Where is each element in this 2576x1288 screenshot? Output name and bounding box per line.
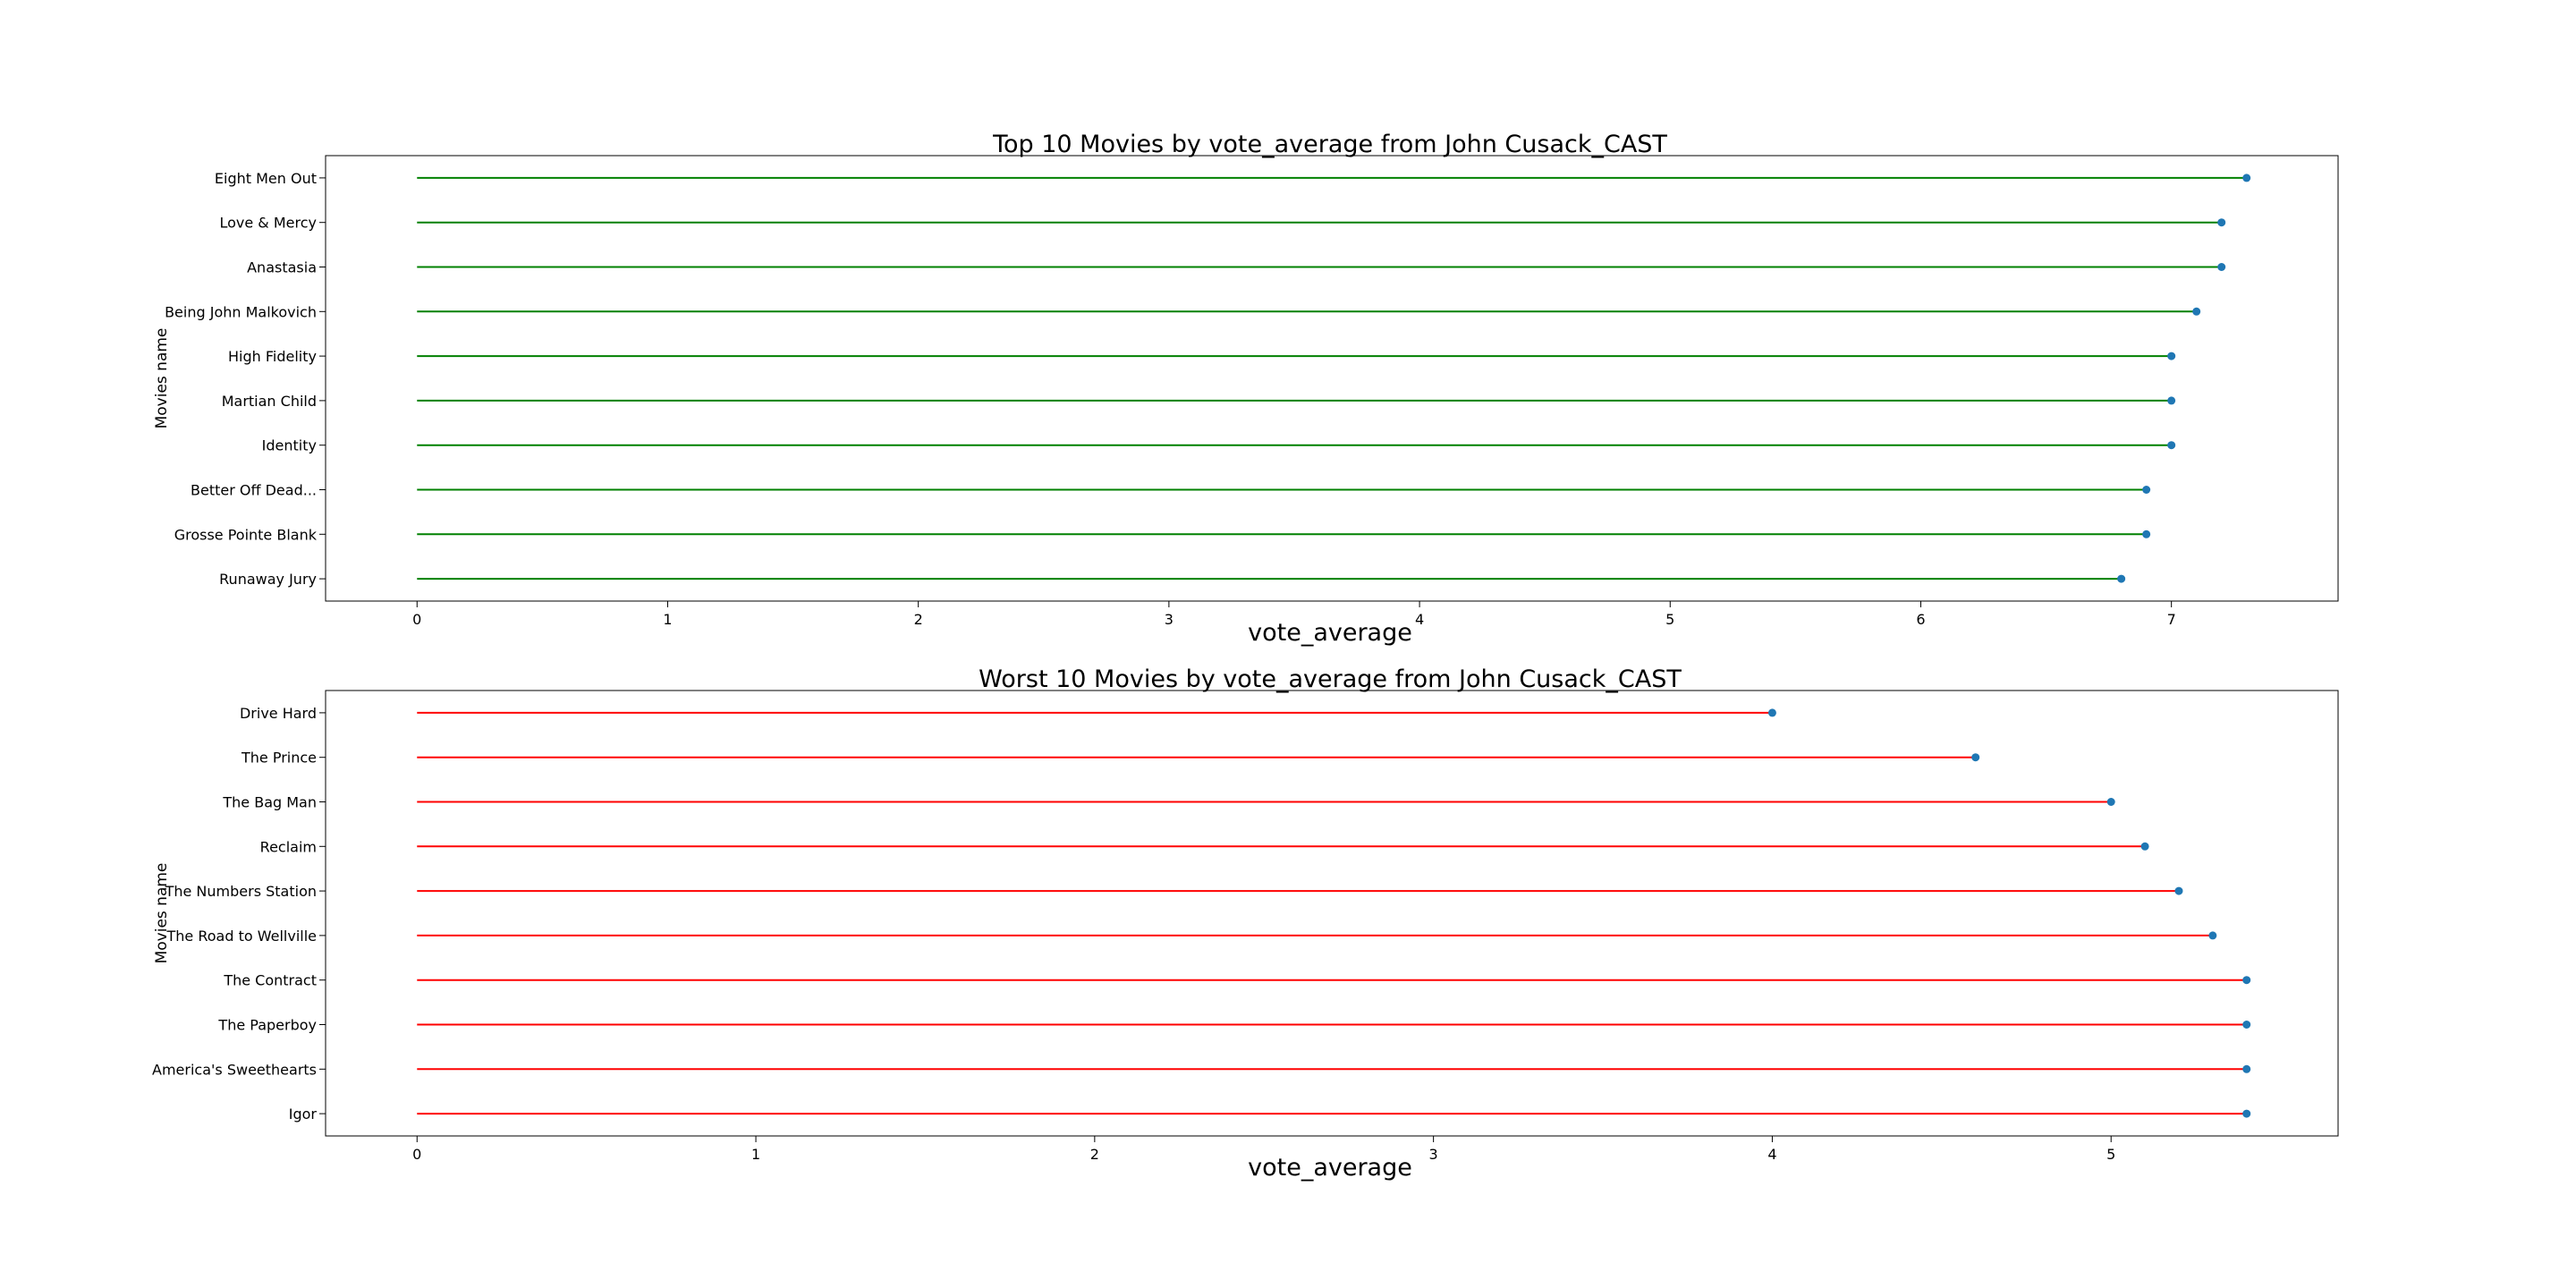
- top-chart-x-tick-label: 3: [1165, 611, 1174, 628]
- top-chart-point: [2217, 263, 2226, 271]
- bottom-chart-point: [2242, 976, 2251, 985]
- top-chart-point: [2192, 307, 2201, 316]
- top-chart-point: [2242, 174, 2251, 182]
- top-chart-x-ticks: 0 1 2 3 4 5 6 7: [412, 601, 2176, 628]
- top-chart-x-tick-label: 0: [412, 611, 421, 628]
- bottom-chart-x-tick-label: 4: [1767, 1146, 1776, 1163]
- bottom-chart-point: [2242, 1021, 2251, 1029]
- top-chart-point: [2167, 396, 2176, 405]
- top-chart-title: Top 10 Movies by vote_average from John …: [992, 131, 1667, 158]
- bottom-chart-y-axis-label: Movies name: [153, 863, 171, 964]
- top-chart-point: [2117, 574, 2126, 583]
- bottom-chart-y-tick-label: Drive Hard: [240, 705, 317, 722]
- top-chart-y-tick-label: Martian Child: [222, 393, 317, 410]
- bottom-chart-y-tick-label: The Road to Wellville: [166, 928, 318, 945]
- bottom-chart-y-tick-label: The Contract: [223, 972, 317, 989]
- bottom-chart-plot-area: [325, 690, 2339, 1137]
- top-chart-marks: [417, 174, 2251, 583]
- bottom-chart-x-tick-label: 0: [412, 1146, 421, 1163]
- top-chart-plot-area: [325, 155, 2339, 602]
- bottom-chart-point: [1767, 708, 1776, 717]
- bottom-chart-x-ticks: 0 1 2 3 4 5: [412, 1136, 2115, 1163]
- top-chart-x-axis-label: vote_average: [1248, 619, 1412, 647]
- top-chart-x-tick-label: 2: [914, 611, 923, 628]
- top-chart-y-tick-label: High Fidelity: [228, 348, 317, 365]
- top-chart-point: [2167, 441, 2176, 450]
- bottom-chart-x-tick-label: 5: [2106, 1146, 2115, 1163]
- top-chart-point: [2142, 530, 2151, 538]
- top-chart-x-tick-label: 4: [1415, 611, 1424, 628]
- bottom-chart-point: [2174, 886, 2183, 895]
- top-chart-y-tick-label: Grosse Pointe Blank: [174, 526, 318, 543]
- top-chart-y-tick-label: Being John Malkovich: [165, 303, 317, 320]
- bottom-chart-title: Worst 10 Movies by vote_average from Joh…: [979, 665, 1682, 693]
- bottom-chart-point: [2208, 931, 2217, 940]
- top-chart-point: [2142, 486, 2151, 494]
- top-chart-y-ticks: Eight Men Out Love & Mercy Anastasia Being …: [165, 170, 326, 588]
- top-chart: Top 10 Movies by vote_average from John …: [153, 131, 2339, 647]
- bottom-chart-point: [1971, 753, 1980, 762]
- bottom-chart-y-tick-label: The Bag Man: [222, 794, 317, 811]
- top-chart-y-axis-label: Movies name: [153, 328, 171, 429]
- bottom-chart-marks: [417, 708, 2251, 1118]
- top-chart-x-tick-label: 5: [1665, 611, 1674, 628]
- top-chart-y-tick-label: Runaway Jury: [219, 571, 317, 588]
- top-chart-x-tick-label: 6: [1916, 611, 1925, 628]
- bottom-chart-x-tick-label: 3: [1429, 1146, 1438, 1163]
- top-chart-x-tick-label: 1: [663, 611, 672, 628]
- bottom-chart-y-tick-label: Igor: [289, 1106, 318, 1123]
- top-chart-y-tick-label: Anastasia: [247, 259, 317, 276]
- top-chart-y-tick-label: Identity: [262, 437, 317, 454]
- bottom-chart-y-tick-label: The Paperboy: [217, 1017, 317, 1034]
- bottom-chart-point: [2140, 842, 2149, 851]
- bottom-chart-y-tick-label: America's Sweethearts: [152, 1061, 317, 1078]
- bottom-chart-y-tick-label: The Numbers Station: [165, 883, 317, 900]
- top-chart-x-tick-label: 7: [2167, 611, 2176, 628]
- bottom-chart: Worst 10 Movies by vote_average from Joh…: [152, 665, 2339, 1182]
- bottom-chart-x-tick-label: 1: [751, 1146, 760, 1163]
- top-chart-point: [2217, 218, 2226, 227]
- top-chart-y-tick-label: Eight Men Out: [215, 170, 317, 187]
- bottom-chart-x-axis-label: vote_average: [1248, 1154, 1412, 1182]
- bottom-chart-point: [2106, 798, 2115, 806]
- top-chart-point: [2167, 352, 2176, 360]
- bottom-chart-point: [2242, 1109, 2251, 1118]
- bottom-chart-y-tick-label: The Prince: [241, 750, 317, 767]
- top-chart-y-tick-label: Better Off Dead...: [191, 482, 317, 499]
- bottom-chart-y-tick-label: Reclaim: [260, 838, 317, 855]
- bottom-chart-y-ticks: Drive Hard The Prince The Bag Man Reclaim Th…: [152, 705, 326, 1123]
- top-chart-y-tick-label: Love & Mercy: [219, 215, 317, 232]
- bottom-chart-x-tick-label: 2: [1090, 1146, 1099, 1163]
- bottom-chart-point: [2242, 1064, 2251, 1073]
